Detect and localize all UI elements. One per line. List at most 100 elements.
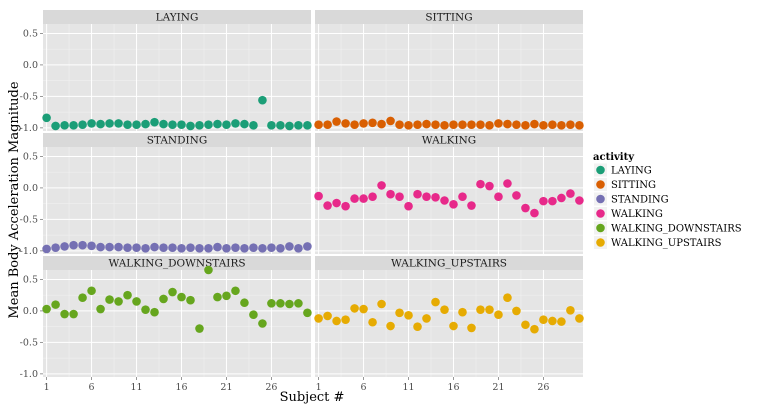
data-point <box>195 324 204 333</box>
data-point <box>249 310 258 319</box>
data-point <box>141 244 150 253</box>
data-point <box>51 121 60 131</box>
data-point <box>557 193 566 203</box>
data-point <box>249 121 258 130</box>
data-point <box>222 120 231 130</box>
data-point <box>458 307 467 317</box>
data-point <box>512 191 521 200</box>
data-point <box>575 121 584 130</box>
data-point <box>476 120 485 130</box>
data-point <box>548 316 557 326</box>
data-point <box>60 121 69 130</box>
facet-panel: STANDING <box>42 133 312 254</box>
data-point <box>314 314 323 323</box>
data-point <box>359 119 368 128</box>
data-point <box>186 121 195 131</box>
data-point <box>285 242 294 251</box>
data-point <box>485 121 494 130</box>
facet-panel: LAYING <box>42 10 312 131</box>
data-point <box>258 244 267 253</box>
facet-strip-label: LAYING <box>156 12 199 24</box>
data-point <box>350 304 359 313</box>
data-point <box>404 201 413 211</box>
data-point <box>168 243 177 253</box>
y-tick-label: 0.0 <box>23 60 38 71</box>
data-point <box>467 201 476 210</box>
data-point <box>332 316 341 326</box>
y-axis-title: Mean Body Acceleration Magnitude <box>7 81 22 318</box>
data-point <box>150 117 159 127</box>
facet-strip-label: SITTING <box>425 12 472 24</box>
data-point <box>431 193 440 202</box>
data-point <box>258 319 267 328</box>
data-point <box>431 297 440 307</box>
data-point <box>368 192 377 202</box>
legend-label: WALKING_DOWNSTAIRS <box>611 224 742 235</box>
data-point <box>530 208 539 218</box>
data-point <box>276 121 285 130</box>
data-point <box>386 321 395 331</box>
data-point <box>150 307 159 317</box>
legend-swatch <box>596 223 605 233</box>
data-point <box>521 203 530 213</box>
data-point <box>159 243 168 253</box>
data-point <box>285 121 294 131</box>
data-point <box>87 119 96 128</box>
data-point <box>204 265 213 275</box>
data-point <box>132 120 141 130</box>
data-point <box>96 304 105 314</box>
panel-background <box>43 270 311 377</box>
data-point <box>114 119 123 128</box>
data-point <box>177 244 186 253</box>
data-point <box>323 120 332 130</box>
data-point <box>557 317 566 326</box>
data-point <box>557 121 566 130</box>
x-tick-label: 26 <box>265 382 277 393</box>
data-point <box>350 194 359 203</box>
data-point <box>204 244 213 253</box>
data-point <box>78 240 87 250</box>
data-point <box>395 192 404 202</box>
data-point <box>60 242 69 251</box>
data-point <box>521 320 530 330</box>
data-point <box>413 189 422 199</box>
data-point <box>485 305 494 314</box>
data-point <box>539 121 548 130</box>
data-point <box>78 120 87 130</box>
data-point <box>413 322 422 331</box>
data-point <box>105 295 114 304</box>
data-point <box>123 120 132 130</box>
data-point <box>440 121 449 130</box>
x-tick-label: 6 <box>361 382 367 393</box>
facet-panel: WALKING <box>314 133 584 254</box>
data-point <box>168 120 177 130</box>
facet-strip <box>315 10 583 24</box>
legend-label: STANDING <box>611 195 669 206</box>
data-point <box>195 244 204 253</box>
data-point <box>213 119 222 129</box>
y-tick-label: -1.0 <box>20 246 38 257</box>
data-point <box>530 324 539 334</box>
legend-swatch <box>596 238 605 247</box>
legend-label: WALKING_UPSTAIRS <box>611 238 722 249</box>
data-point <box>359 194 368 203</box>
data-point <box>368 118 377 128</box>
data-point <box>60 309 69 319</box>
data-point <box>51 243 60 253</box>
x-tick-label: 11 <box>402 382 414 393</box>
data-point <box>314 191 323 201</box>
data-point <box>422 314 431 323</box>
facet-strip-label: STANDING <box>147 135 208 147</box>
data-point <box>294 121 303 130</box>
data-point <box>386 116 395 126</box>
data-point <box>267 243 276 253</box>
data-point <box>231 286 240 296</box>
data-point <box>87 286 96 296</box>
facet-strip-label: WALKING_DOWNSTAIRS <box>108 258 245 270</box>
data-point <box>294 299 303 308</box>
data-point <box>503 179 512 188</box>
data-point <box>449 199 458 209</box>
data-point <box>267 121 276 130</box>
y-tick-label: 0.5 <box>23 152 38 163</box>
data-point <box>530 119 539 129</box>
